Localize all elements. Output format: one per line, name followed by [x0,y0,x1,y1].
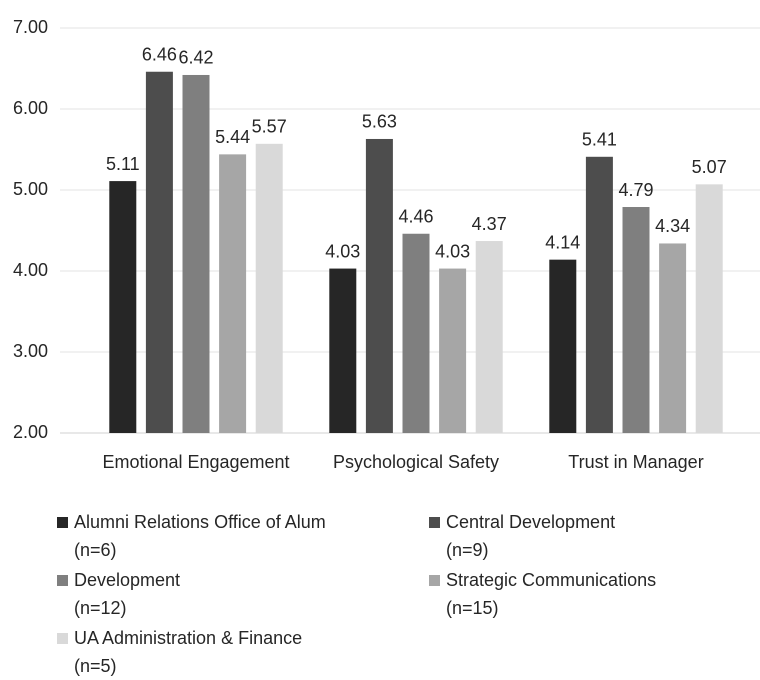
y-tick-label: 2.00 [13,422,48,442]
y-tick-label: 4.00 [13,260,48,280]
data-label: 5.44 [215,127,250,147]
bar [182,74,210,433]
y-tick-label: 6.00 [13,98,48,118]
data-label: 4.03 [435,241,470,261]
legend-label: UA Administration & Finance (n=5) [74,628,303,676]
legend-label: Strategic Communications (n=15) [446,570,657,618]
legend-swatch [429,575,440,586]
bar [439,268,467,433]
legend-entry: Alumni Relations Office of Alum (n=6) [57,508,326,564]
bar [329,268,357,433]
legend-label: Central Development (n=9) [446,512,616,560]
data-label: 4.14 [545,232,580,252]
legend-entry: Strategic Communications (n=15) [429,566,657,622]
y-tick-label: 7.00 [13,17,48,37]
data-label: 5.57 [252,117,287,137]
legend-swatch [57,633,68,644]
legend-swatch [57,575,68,586]
bar [695,184,723,433]
data-label: 4.34 [655,216,690,236]
bar [659,243,687,433]
bar [365,138,393,433]
x-tick-label: Psychological Safety [333,452,499,472]
legend-swatch [429,517,440,528]
bar [402,233,430,433]
bar [109,181,137,433]
data-label: 4.79 [618,180,653,200]
legend-entry: UA Administration & Finance (n=5) [57,624,303,680]
data-label: 4.03 [325,241,360,261]
bar [622,207,650,433]
bar [219,154,247,434]
data-label: 5.07 [692,157,727,177]
data-label: 5.11 [106,154,140,174]
legend-label: Alumni Relations Office of Alum (n=6) [74,512,326,560]
y-tick-label: 5.00 [13,179,48,199]
legend-swatch [57,517,68,528]
legend-entry: Central Development (n=9) [429,508,616,564]
bar [475,241,503,433]
bar [255,143,283,433]
legend-label: Development (n=12) [74,570,181,618]
data-label: 6.42 [178,48,213,68]
legend-entry: Development (n=12) [57,566,181,622]
y-tick-label: 3.00 [13,341,48,361]
data-label: 4.46 [398,206,433,226]
bar [549,259,577,433]
x-tick-label: Trust in Manager [568,452,703,472]
chart: 2.00 3.00 4.00 5.00 6.00 7.00 Emotional Engage… [13,17,760,472]
data-label: 5.41 [582,130,617,150]
data-label: 5.63 [362,112,397,132]
bar [585,156,613,434]
bar [145,71,173,434]
data-label: 4.37 [472,214,507,234]
data-label: 6.46 [142,44,177,64]
x-tick-label: Emotional Engagement [102,452,289,472]
